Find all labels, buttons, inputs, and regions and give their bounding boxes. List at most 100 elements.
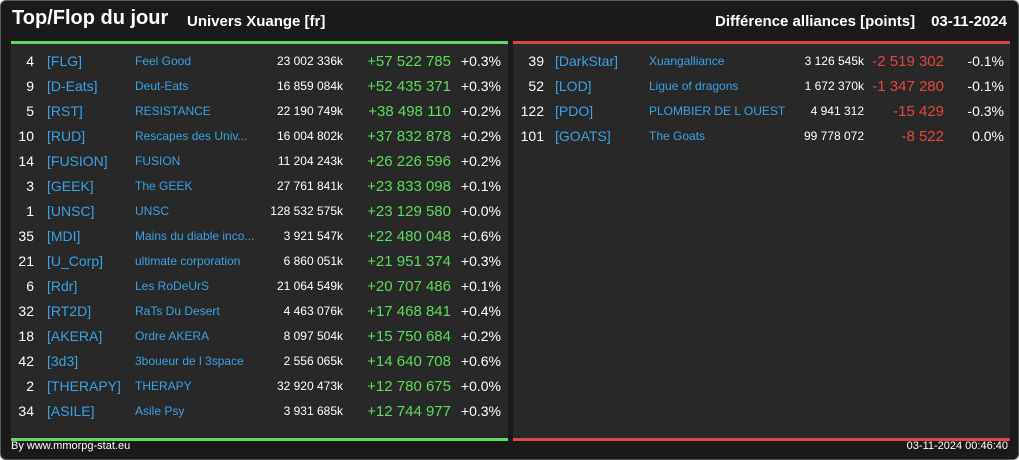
table-row: 42 [3d3] 3boueur de l 3space 2 556 065k +14 … <box>11 349 508 374</box>
table-row: 10 [RUD] Rescapes des Univ... 16 004 802k +3… <box>11 124 508 149</box>
alliance-tag-link[interactable]: [FLG] <box>47 53 83 69</box>
points-difference: -15 429 <box>893 103 944 120</box>
alliance-name-link[interactable]: THERAPY <box>135 379 192 393</box>
percent-change: -0.1% <box>967 78 1004 94</box>
points-difference: +17 468 841 <box>367 303 451 320</box>
alliance-name-link[interactable]: UNSC <box>135 204 170 218</box>
alliance-name-link[interactable]: Les RoDeUrS <box>135 279 210 293</box>
alliance-tag-link[interactable]: [AKERA] <box>47 328 103 344</box>
alliance-name-link[interactable]: RESISTANCE <box>135 104 211 118</box>
table-row: 18 [AKERA] Ordre AKERA 8 097 504k +15 750 68… <box>11 324 508 349</box>
alliance-tag-link[interactable]: [THERAPY] <box>47 378 121 394</box>
alliance-points: 3 126 545k <box>804 54 864 68</box>
footer-source: By www.mmorpg-stat.eu <box>11 440 131 452</box>
alliance-name-link[interactable]: Feel Good <box>135 54 192 68</box>
alliance-points: 99 778 072 <box>803 129 864 143</box>
top-panel-divider <box>11 41 508 44</box>
flop-panel-divider <box>513 41 1010 44</box>
alliance-name-link[interactable]: Rescapes des Univ... <box>135 129 248 143</box>
header-date: 03-11-2024 <box>931 13 1007 30</box>
alliance-rank: 1 <box>26 203 34 219</box>
points-difference: +38 498 110 <box>368 103 451 120</box>
alliance-name-link[interactable]: Ordre AKERA <box>135 329 210 343</box>
alliance-name-link[interactable]: PLOMBIER DE L OUEST <box>649 104 785 118</box>
alliance-rank: 10 <box>18 128 34 144</box>
alliance-name-link[interactable]: Asile Psy <box>135 404 185 418</box>
alliance-tag-link[interactable]: [Rdr] <box>47 278 78 294</box>
alliance-name-link[interactable]: Deut-Eats <box>135 79 189 93</box>
alliance-tag-link[interactable]: [U_Corp] <box>47 253 104 269</box>
alliance-rank: 42 <box>18 353 34 369</box>
alliance-points: 23 002 336k <box>276 54 343 68</box>
table-row: 2 [THERAPY] THERAPY 32 920 473k +12 780 675 +… <box>11 374 508 399</box>
alliance-tag-link[interactable]: [MDI] <box>47 228 81 244</box>
alliance-name-link[interactable]: 3boueur de l 3space <box>135 354 244 368</box>
alliance-points: 32 920 473k <box>276 379 343 393</box>
page-title: Top/Flop du jour <box>12 7 169 29</box>
points-difference: +21 951 374 <box>367 253 451 270</box>
table-row: 122 [PDO] PLOMBIER DE L OUEST 4 941 312 -15 … <box>513 99 1010 124</box>
alliance-rank: 14 <box>18 153 34 169</box>
alliance-name-link[interactable]: ultimate corporation <box>135 254 241 268</box>
alliance-rank: 18 <box>18 328 34 344</box>
percent-change: +0.0% <box>460 203 501 219</box>
points-difference: +23 129 580 <box>367 203 451 220</box>
alliance-tag-link[interactable]: [GOATS] <box>555 128 611 144</box>
header-right: Différence alliances [points] 03-11-2024 <box>715 13 1007 30</box>
table-row: 3 [GEEK] The GEEK 27 761 841k +23 833 098 +0.… <box>11 174 508 199</box>
alliance-rank: 4 <box>26 53 34 69</box>
alliance-tag-link[interactable]: [RUD] <box>47 128 86 144</box>
percent-change: +0.6% <box>460 228 501 244</box>
percent-change: +0.6% <box>460 353 501 369</box>
alliance-tag-link[interactable]: [FUSION] <box>47 153 108 169</box>
alliance-tag-link[interactable]: [DarkStar] <box>555 53 619 69</box>
alliance-rank: 6 <box>26 278 34 294</box>
alliance-points: 11 204 243k <box>277 154 343 168</box>
percent-change: +0.3% <box>460 253 501 269</box>
alliance-name-link[interactable]: Mains du diable inco... <box>135 229 255 243</box>
alliance-tag-link[interactable]: [LOD] <box>555 78 592 94</box>
alliance-tag-link[interactable]: [RST] <box>47 103 83 119</box>
alliance-points: 27 761 841k <box>276 179 343 193</box>
alliance-name-link[interactable]: FUSION <box>135 154 181 168</box>
table-row: 5 [RST] RESISTANCE 22 190 749k +38 498 110 +0… <box>11 99 508 124</box>
table-row: 4 [FLG] Feel Good 23 002 336k +57 522 785 +0.… <box>11 49 508 74</box>
points-difference: +22 480 048 <box>367 228 451 245</box>
alliance-name-link[interactable]: Ligue of dragons <box>649 79 739 93</box>
alliance-points: 16 004 802k <box>276 129 343 143</box>
alliance-rank: 32 <box>18 303 34 319</box>
points-difference: +23 833 098 <box>367 178 451 195</box>
table-row: 21 [U_Corp] ultimate corporation 6 860 051k… <box>11 249 508 274</box>
alliance-rank: 9 <box>26 78 34 94</box>
alliance-tag-link[interactable]: [UNSC] <box>47 203 95 219</box>
percent-change: 0.0% <box>972 128 1004 144</box>
table-row: 1 [UNSC] UNSC 128 532 575k +23 129 580 +0.0% <box>11 199 508 224</box>
alliance-points: 8 097 504k <box>283 329 343 343</box>
alliance-rank: 101 <box>520 128 544 144</box>
percent-change: +0.1% <box>460 278 501 294</box>
alliance-rank: 3 <box>26 178 34 194</box>
alliance-name-link[interactable]: RaTs Du Desert <box>135 304 220 318</box>
alliance-tag-link[interactable]: [ASILE] <box>47 403 95 419</box>
alliance-tag-link[interactable]: [PDO] <box>555 103 594 119</box>
alliance-points: 128 532 575k <box>270 204 343 218</box>
points-difference: +15 750 684 <box>367 328 451 345</box>
top-gainers-panel: 4 [FLG] Feel Good 23 002 336k +57 522 785 +0.… <box>11 41 508 441</box>
alliance-points: 3 931 685k <box>283 404 343 418</box>
alliance-name-link[interactable]: Xuangalliance <box>649 54 725 68</box>
percent-change: +0.4% <box>460 303 501 319</box>
alliance-name-link[interactable]: The GEEK <box>135 179 193 193</box>
alliance-name-link[interactable]: The Goats <box>649 129 706 143</box>
alliance-tag-link[interactable]: [GEEK] <box>47 178 94 194</box>
percent-change: +0.3% <box>460 403 501 419</box>
points-difference: +20 707 486 <box>367 278 451 295</box>
points-difference: +12 780 675 <box>367 378 451 395</box>
alliance-points: 16 859 084k <box>276 79 343 93</box>
percent-change: +0.0% <box>460 378 501 394</box>
alliance-tag-link[interactable]: [D-Eats] <box>47 78 98 94</box>
alliance-tag-link[interactable]: [3d3] <box>47 353 79 369</box>
alliance-tag-link[interactable]: [RT2D] <box>47 303 92 319</box>
table-row: 6 [Rdr] Les RoDeUrS 21 064 549k +20 707 486 +… <box>11 274 508 299</box>
alliance-rank: 5 <box>26 103 34 119</box>
